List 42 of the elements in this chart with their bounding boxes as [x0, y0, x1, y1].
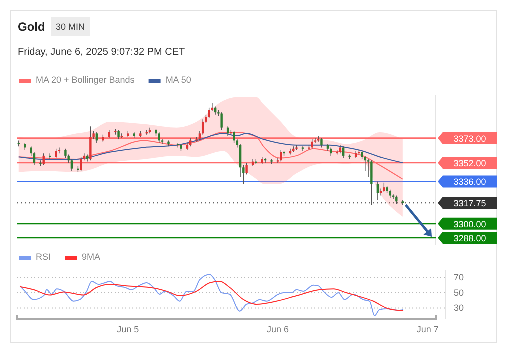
- line-series: [20, 274, 404, 316]
- candlestick: [118, 130, 120, 140]
- candlestick: [233, 130, 236, 144]
- candlestick: [220, 112, 223, 131]
- y-tick-label: 30: [454, 303, 464, 314]
- candlestick: [370, 160, 373, 206]
- candlestick: [383, 182, 386, 193]
- candlestick: [64, 148, 67, 159]
- y-tick-label: 3300.00: [454, 219, 486, 230]
- x-tick-label: Jun 7: [416, 324, 439, 334]
- y-tick-label: 3288.00: [454, 233, 486, 244]
- x-tick-label: Jun 5: [117, 324, 140, 334]
- text: 30 MIN: [56, 22, 86, 32]
- legend-label: 9MA: [82, 252, 101, 262]
- candlestick: [239, 144, 242, 178]
- chart-title: Gold: [18, 20, 46, 34]
- candlestick: [402, 200, 404, 206]
- y-tick-label: 70: [454, 272, 464, 283]
- candlestick: [380, 188, 382, 196]
- candlestick: [376, 181, 380, 201]
- candlestick: [320, 138, 323, 148]
- x-tick-label: Jun 6: [267, 324, 290, 334]
- legend-label: MA 20 + Bollinger Bands: [36, 75, 136, 85]
- y-tick-label: 3336.00: [454, 177, 486, 188]
- line-series: [20, 280, 404, 312]
- candlestick: [55, 148, 58, 159]
- candlestick: [342, 146, 345, 159]
- line-series: [18, 133, 404, 164]
- y-tick-label: 3352.00: [454, 158, 486, 168]
- candlestick: [70, 159, 74, 172]
- y-tick-label: 3373.00: [454, 134, 486, 144]
- chart-subtitle: Friday, June 6, 2025 9:07:32 PM CET: [18, 47, 186, 58]
- candlestick: [90, 126, 92, 161]
- candlestick: [302, 146, 304, 152]
- candlestick: [96, 132, 98, 144]
- y-tick-label: 50: [454, 288, 464, 298]
- candlestick: [158, 132, 160, 144]
- legend-label: RSI: [36, 252, 52, 262]
- candlestick: [80, 156, 82, 172]
- y-tick-label: 3317.75: [454, 198, 486, 209]
- legend-label: MA 50: [166, 75, 192, 85]
- candlestick: [58, 147, 61, 154]
